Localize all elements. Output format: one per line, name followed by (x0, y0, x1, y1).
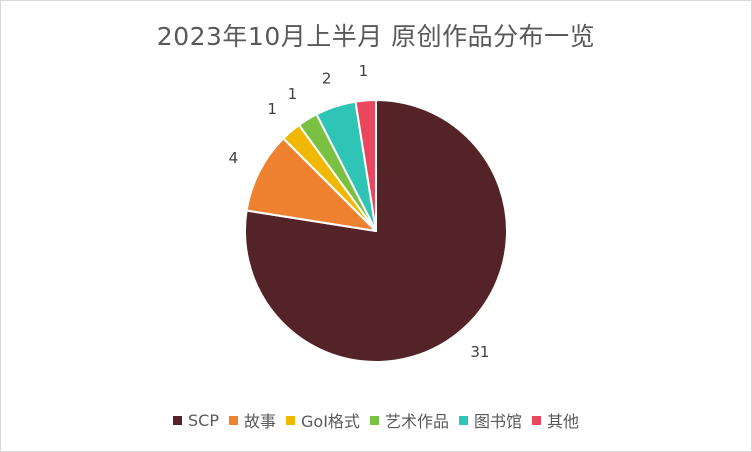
legend-label: GoI格式 (301, 412, 360, 431)
legend-item-6: 其他 (531, 408, 579, 432)
legend-swatch (229, 415, 238, 425)
legend-label: 艺术作品 (384, 412, 449, 431)
data-label-3: 1 (267, 100, 277, 118)
data-label-2: 4 (229, 149, 239, 167)
data-label-4: 1 (288, 85, 298, 103)
data-label-5: 2 (322, 69, 332, 87)
pie-slices (244, 98, 508, 363)
legend-item-3: GoI格式 (286, 408, 360, 432)
chart-title: 2023年10月上半月 原创作品分布一览 (156, 22, 596, 51)
legend-swatch (286, 415, 296, 425)
pie-slice-2 (245, 137, 377, 232)
data-label-1: 31 (470, 343, 489, 361)
legend-label: 图书馆 (473, 412, 522, 431)
legend-label: 故事 (244, 412, 277, 431)
legend-item-2: 故事 (229, 408, 276, 432)
pie-slice-1 (244, 99, 508, 363)
pie-slice-6 (354, 98, 377, 232)
legend-label: SCP (188, 410, 219, 430)
legend-item-4: 艺术作品 (369, 408, 449, 432)
chart-legend: SCP 故事 GoI格式 艺术作品 图书馆 其他 (1, 408, 751, 432)
legend-label: 其他 (546, 412, 579, 431)
legend-swatch (369, 415, 379, 425)
legend-item-1: SCP (173, 411, 219, 430)
legend-item-5: 图书馆 (458, 408, 522, 432)
legend-swatch (173, 415, 183, 425)
data-label-6: 1 (359, 62, 369, 80)
legend-swatch (458, 415, 468, 425)
legend-swatch (531, 415, 541, 425)
